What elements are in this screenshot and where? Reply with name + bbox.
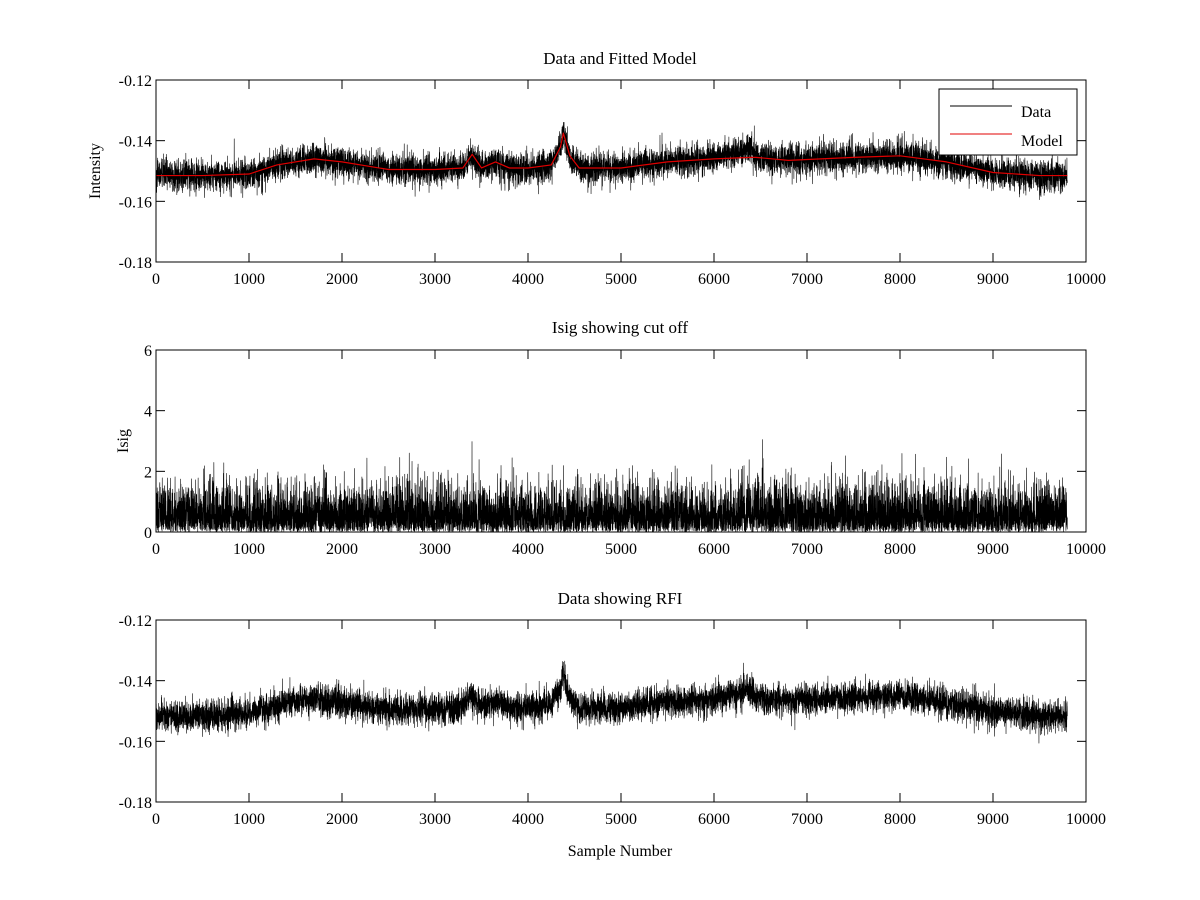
x-tick-label: 9000	[977, 811, 1009, 828]
series-line-model	[156, 132, 1068, 177]
legend-label-data: Data	[1021, 104, 1051, 121]
x-tick-label: 0	[152, 271, 160, 288]
y-axis-label: Intensity	[87, 143, 104, 199]
x-tick-label: 9000	[977, 541, 1009, 558]
x-tick-label: 10000	[1066, 541, 1106, 558]
x-tick-label: 6000	[698, 811, 730, 828]
x-tick-label: 5000	[605, 811, 637, 828]
x-tick-label: 0	[152, 541, 160, 558]
y-tick-label: -0.16	[119, 194, 152, 211]
panel-title: Isig showing cut off	[552, 318, 688, 337]
x-tick-label: 9000	[977, 271, 1009, 288]
panel-data-and-model: Data and Fitted Model Intensity 0 1000 200…	[87, 49, 1106, 288]
plot-area: 0 1000 2000 3000 4000 5000 6000 7000 8000 9000 100…	[144, 343, 1106, 558]
x-tick-label: 2000	[326, 541, 358, 558]
y-tick-label: 6	[144, 343, 152, 360]
y-axis-label: Isig	[115, 429, 132, 453]
series-group	[156, 439, 1068, 532]
x-tick-label: 4000	[512, 271, 544, 288]
y-tick-label: 0	[144, 525, 152, 542]
x-axis-label: Sample Number	[568, 843, 673, 860]
y-tick-label: -0.18	[119, 255, 152, 272]
y-tick-label: 2	[144, 464, 152, 481]
x-tick-label: 7000	[791, 271, 823, 288]
plot-area: 0 1000 2000 3000 4000 5000 6000 7000 8000 9000 100…	[119, 613, 1106, 828]
x-tick-label: 4000	[512, 811, 544, 828]
panel-isig: Isig showing cut off Isig 0 1000 2000 3000 4…	[115, 318, 1106, 558]
x-tick-label: 0	[152, 811, 160, 828]
y-tick-label: -0.12	[119, 73, 152, 90]
x-tick-label: 1000	[233, 271, 265, 288]
plot-area: 0 1000 2000 3000 4000 5000 6000 7000 8000 9000 100…	[119, 73, 1106, 288]
x-tick-label: 6000	[698, 541, 730, 558]
y-tick-label: -0.14	[119, 134, 152, 151]
x-tick-label: 3000	[419, 541, 451, 558]
series-line-signal	[156, 439, 1068, 532]
x-tick-label: 8000	[884, 541, 916, 558]
legend-box	[938, 88, 1078, 156]
x-tick-label: 3000	[419, 811, 451, 828]
x-tick-label: 8000	[884, 271, 916, 288]
y-tick-label: 4	[144, 404, 152, 421]
x-tick-label: 3000	[419, 271, 451, 288]
series-group	[156, 660, 1068, 744]
x-tick-label: 10000	[1066, 811, 1106, 828]
x-tick-label: 2000	[326, 271, 358, 288]
x-tick-label: 5000	[605, 541, 637, 558]
x-tick-label: 1000	[233, 541, 265, 558]
y-tick-label: -0.18	[119, 795, 152, 812]
series-line-data	[156, 121, 1068, 200]
x-tick-label: 2000	[326, 811, 358, 828]
x-tick-label: 4000	[512, 541, 544, 558]
legend: Data Model	[938, 88, 1078, 156]
x-tick-label: 5000	[605, 271, 637, 288]
x-tick-label: 10000	[1066, 271, 1106, 288]
x-tick-label: 1000	[233, 811, 265, 828]
panel-title: Data and Fitted Model	[543, 49, 697, 68]
y-tick-label: -0.12	[119, 613, 152, 630]
y-tick-label: -0.16	[119, 734, 152, 751]
panel-title: Data showing RFI	[558, 589, 683, 608]
x-tick-label: 6000	[698, 271, 730, 288]
x-tick-label: 7000	[791, 541, 823, 558]
panel-data-showing-rfi: Data showing RFI Sample Number 0 1000 2000…	[119, 589, 1106, 860]
x-tick-label: 7000	[791, 811, 823, 828]
legend-label-model: Model	[1021, 133, 1063, 150]
y-tick-label: -0.14	[119, 674, 152, 691]
x-tick-label: 8000	[884, 811, 916, 828]
series-group	[156, 121, 1068, 200]
series-line-signal	[156, 660, 1068, 744]
